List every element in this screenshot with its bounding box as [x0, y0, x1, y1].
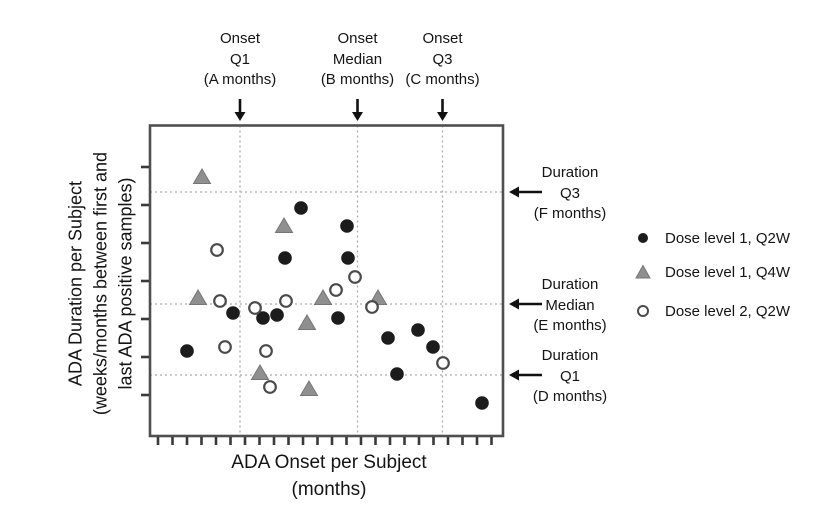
left-arrow-head-icon: [509, 369, 519, 381]
data-point-dose-level-2-q2w: [259, 344, 273, 358]
legend-item: Dose level 1, Q2W: [633, 227, 790, 249]
data-point-dose-level-1-q4w: [274, 217, 294, 233]
down-arrow-head-icon: [234, 112, 246, 121]
data-point-dose-level-1-q2w: [270, 308, 284, 322]
legend-item: Dose level 2, Q2W: [633, 300, 790, 322]
y-axis-label: ADA Duration per Subject (weeks/months b…: [65, 151, 136, 416]
data-point-dose-level-2-q2w: [213, 294, 227, 308]
onset-annotation: Onset Q1 (A months): [203, 30, 277, 88]
data-point-dose-level-1-q2w: [341, 251, 355, 265]
onset-annotation: Onset Q3 (C months): [405, 30, 480, 88]
data-point-dose-level-2-q2w: [210, 243, 224, 257]
legend-item-label: Dose level 1, Q2W: [665, 229, 791, 247]
data-point-dose-level-1-q2w: [180, 344, 194, 358]
data-point-dose-level-2-q2w: [279, 294, 293, 308]
data-point-dose-level-1-q4w: [250, 364, 270, 380]
legend-item-label: Dose level 2, Q2W: [665, 302, 791, 320]
filled-circle-icon: [638, 233, 648, 243]
data-point-dose-level-1-q2w: [256, 311, 270, 325]
data-point-dose-level-1-q2w: [340, 219, 354, 233]
x-axis-label: ADA Onset per Subject (months): [231, 452, 427, 500]
left-arrow-head-icon: [509, 298, 519, 310]
data-point-dose-level-1-q2w: [331, 311, 345, 325]
data-point-dose-level-1-q4w: [313, 289, 333, 305]
data-point-dose-level-2-q2w: [436, 356, 450, 370]
data-point-dose-level-2-q2w: [263, 380, 277, 394]
data-point-dose-level-1-q2w: [426, 340, 440, 354]
duration-annotation: Duration Q1 (D months): [532, 347, 608, 405]
data-point-dose-level-1-q2w: [411, 323, 425, 337]
data-point-dose-level-1-q2w: [226, 306, 240, 320]
data-point-dose-level-2-q2w: [329, 283, 343, 297]
data-point-dose-level-1-q4w: [188, 289, 208, 305]
legend-item-label: Dose level 1, Q4W: [665, 263, 791, 281]
duration-annotation: Duration Q3 (F months): [533, 164, 607, 222]
down-arrow-head-icon: [352, 112, 363, 121]
data-point-dose-level-1-q4w: [297, 314, 317, 330]
down-arrow-head-icon: [437, 112, 448, 121]
onset-annotation: Onset Median (B months): [320, 30, 395, 88]
data-point-dose-level-2-q2w: [218, 340, 232, 354]
left-arrow-head-icon: [509, 186, 519, 198]
data-point-dose-level-2-q2w: [248, 301, 262, 315]
open-circle-icon: [637, 305, 649, 317]
legend-item: Dose level 1, Q4W: [633, 261, 790, 283]
plot-border: [148, 124, 505, 438]
plot-background: [150, 125, 503, 436]
data-point-dose-level-1-q4w: [299, 380, 319, 396]
data-point-dose-level-1-q2w: [381, 331, 395, 345]
data-point-dose-level-1-q2w: [475, 396, 489, 410]
data-point-dose-level-1-q2w: [294, 201, 308, 215]
data-point-dose-level-1-q2w: [278, 251, 292, 265]
data-point-dose-level-2-q2w: [348, 270, 362, 284]
filled-triangle-icon: [635, 264, 651, 279]
data-point-dose-level-1-q2w: [390, 367, 404, 381]
data-point-dose-level-2-q2w: [365, 300, 379, 314]
data-point-dose-level-1-q4w: [192, 168, 212, 184]
duration-annotation: Duration Median (E months): [533, 276, 607, 334]
